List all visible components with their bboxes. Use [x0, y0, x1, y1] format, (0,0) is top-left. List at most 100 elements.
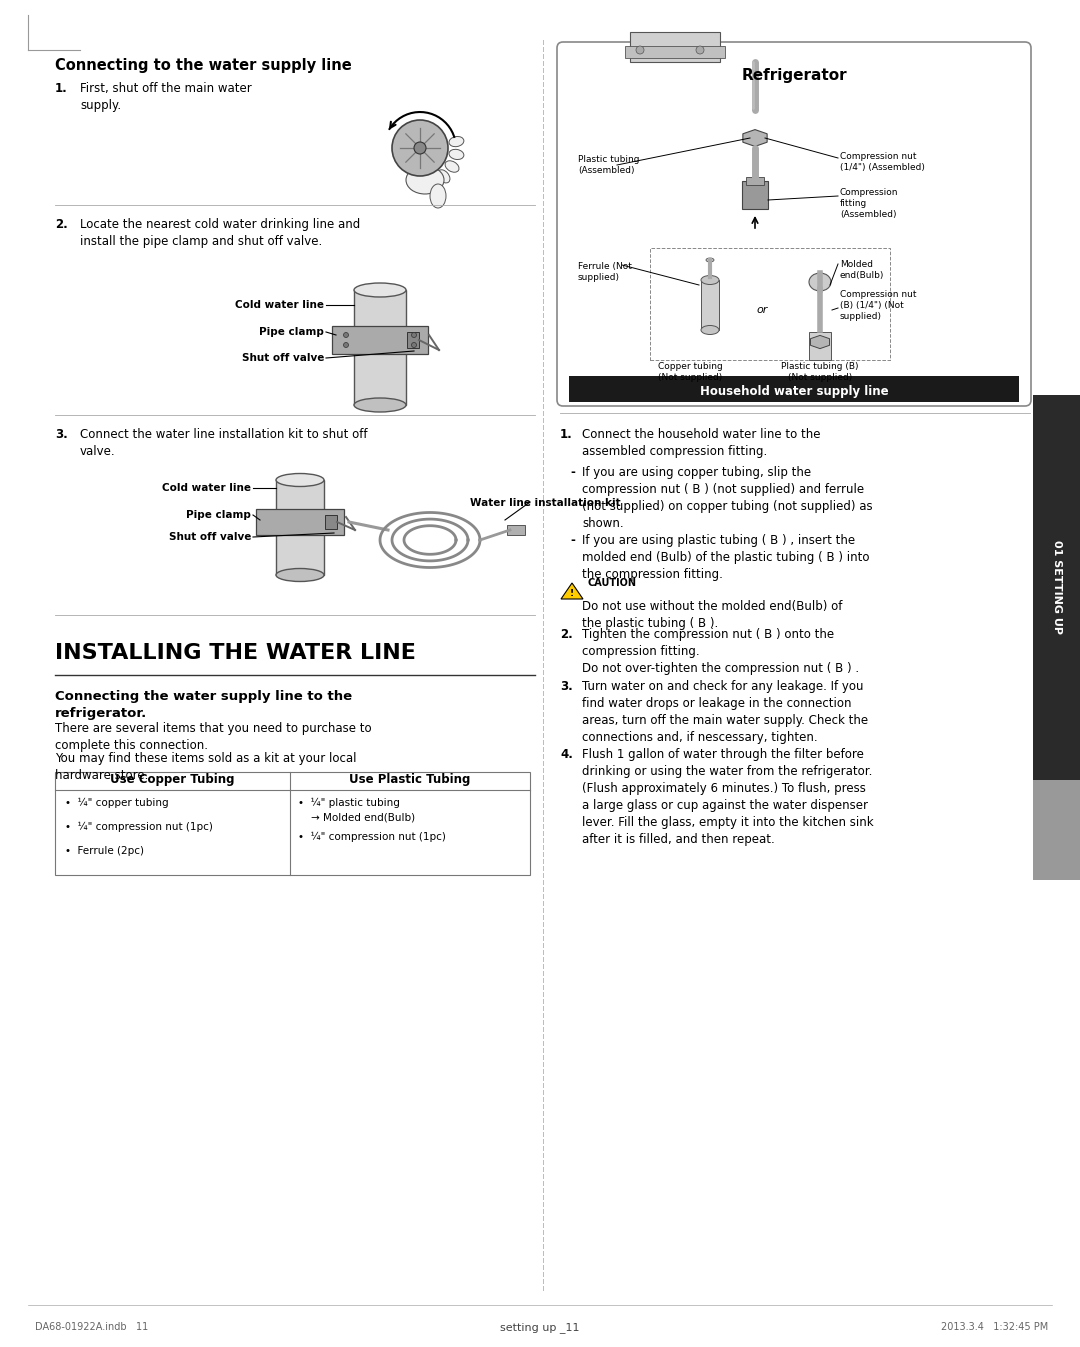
Bar [809, 331, 831, 360]
Text: •  ¼" plastic tubing: • ¼" plastic tubing [298, 797, 400, 808]
Text: !: ! [570, 589, 575, 598]
Ellipse shape [276, 568, 324, 582]
Text: Pipe clamp: Pipe clamp [259, 327, 324, 337]
Text: Do not use without the molded end(Bulb) of
the plastic tubing ( B ).: Do not use without the molded end(Bulb) … [582, 599, 842, 630]
Text: Cold water line: Cold water line [162, 484, 251, 493]
Text: •  Ferrule (2pc): • Ferrule (2pc) [65, 846, 144, 855]
Text: If you are using copper tubing, slip the
compression nut ( B ) (not supplied) an: If you are using copper tubing, slip the… [582, 466, 873, 529]
Circle shape [696, 46, 704, 54]
Text: If you are using plastic tubing ( B ) , insert the
molded end (Bulb) of the plas: If you are using plastic tubing ( B ) , … [582, 533, 869, 581]
Text: Connect the household water line to the
assembled compression fitting.: Connect the household water line to the … [582, 428, 821, 458]
Circle shape [392, 120, 448, 176]
Polygon shape [743, 129, 767, 147]
Text: Connect the water line installation kit to shut off
valve.: Connect the water line installation kit … [80, 428, 367, 458]
Text: Shut off valve: Shut off valve [242, 353, 324, 362]
Ellipse shape [430, 185, 446, 207]
Bar [569, 376, 1020, 401]
Ellipse shape [809, 273, 831, 291]
FancyBboxPatch shape [557, 42, 1031, 405]
Circle shape [411, 333, 417, 338]
Text: or: or [756, 304, 768, 315]
Text: 2.: 2. [561, 628, 572, 641]
Text: Plastic tubing (B)
(Not supplied): Plastic tubing (B) (Not supplied) [781, 362, 859, 383]
Text: DA68-01922A.indb   11: DA68-01922A.indb 11 [35, 1321, 148, 1332]
Ellipse shape [276, 474, 324, 486]
Bar [625, 46, 725, 58]
Text: Shut off valve: Shut off valve [168, 532, 251, 541]
Bar [1032, 780, 1080, 880]
Bar [746, 176, 764, 185]
Text: 01 SETTING UP: 01 SETTING UP [1052, 540, 1062, 634]
Text: Compression
fitting
(Assembled): Compression fitting (Assembled) [840, 189, 899, 220]
Text: 3.: 3. [561, 680, 572, 692]
Text: Plastic tubing
(Assembled): Plastic tubing (Assembled) [578, 155, 639, 175]
Bar [354, 290, 406, 405]
Text: 2013.3.4   1:32:45 PM: 2013.3.4 1:32:45 PM [941, 1321, 1048, 1332]
Bar [701, 280, 719, 330]
Ellipse shape [354, 283, 406, 296]
Bar [1032, 395, 1080, 780]
Bar [650, 248, 890, 360]
Bar [407, 331, 419, 348]
Text: Use Plastic Tubing: Use Plastic Tubing [349, 772, 471, 785]
Bar [742, 180, 768, 209]
Text: Molded
end(Bulb): Molded end(Bulb) [840, 260, 885, 280]
Text: → Molded end(Bulb): → Molded end(Bulb) [298, 812, 415, 822]
Bar [276, 480, 324, 575]
Polygon shape [810, 335, 829, 349]
Ellipse shape [701, 276, 719, 284]
Text: First, shut off the main water
supply.: First, shut off the main water supply. [80, 82, 252, 112]
Text: Copper tubing
(Not supplied): Copper tubing (Not supplied) [658, 362, 723, 383]
Text: 3.: 3. [55, 428, 68, 440]
Text: •  ¼" compression nut (1pc): • ¼" compression nut (1pc) [298, 832, 446, 842]
Text: Household water supply line: Household water supply line [700, 384, 889, 397]
Circle shape [343, 342, 349, 348]
Text: 4.: 4. [561, 748, 572, 761]
Bar [256, 509, 345, 535]
Text: Ferrule (Not
supplied): Ferrule (Not supplied) [578, 263, 632, 282]
Text: Refrigerator: Refrigerator [741, 67, 847, 84]
Ellipse shape [701, 326, 719, 334]
Ellipse shape [706, 259, 714, 263]
Text: setting up _11: setting up _11 [500, 1321, 580, 1334]
Text: Water line installation kit: Water line installation kit [470, 498, 621, 508]
Text: INSTALLING THE WATER LINE: INSTALLING THE WATER LINE [55, 643, 416, 663]
Text: Flush 1 gallon of water through the filter before
drinking or using the water fr: Flush 1 gallon of water through the filt… [582, 748, 874, 846]
Ellipse shape [354, 397, 406, 412]
Text: •  ¼" compression nut (1pc): • ¼" compression nut (1pc) [65, 822, 213, 832]
Ellipse shape [406, 166, 444, 194]
Text: -: - [570, 533, 575, 547]
Text: -: - [570, 466, 575, 480]
Text: Connecting to the water supply line: Connecting to the water supply line [55, 58, 352, 73]
Text: Tighten the compression nut ( B ) onto the
compression fitting.
Do not over-tigh: Tighten the compression nut ( B ) onto t… [582, 628, 859, 675]
Text: Locate the nearest cold water drinking line and
install the pipe clamp and shut : Locate the nearest cold water drinking l… [80, 218, 361, 248]
Text: Connecting the water supply line to the
refrigerator.: Connecting the water supply line to the … [55, 690, 352, 721]
Polygon shape [561, 583, 583, 599]
Text: Compression nut
(1/4") (Assembled): Compression nut (1/4") (Assembled) [840, 152, 924, 172]
Ellipse shape [449, 150, 464, 159]
Text: Pipe clamp: Pipe clamp [186, 511, 251, 520]
Bar [55, 772, 530, 876]
Text: 1.: 1. [561, 428, 572, 440]
Ellipse shape [449, 136, 464, 147]
Text: 2.: 2. [55, 218, 68, 230]
Ellipse shape [445, 160, 459, 172]
Text: Compression nut
(B) (1/4") (Not
supplied): Compression nut (B) (1/4") (Not supplied… [840, 290, 917, 321]
Circle shape [414, 141, 426, 154]
Bar [630, 32, 720, 62]
Circle shape [411, 342, 417, 348]
Circle shape [636, 46, 644, 54]
Text: 1.: 1. [55, 82, 68, 96]
Text: CAUTION: CAUTION [588, 578, 637, 589]
Text: There are several items that you need to purchase to
complete this connection.: There are several items that you need to… [55, 722, 372, 752]
Bar [507, 525, 525, 535]
Bar [325, 515, 337, 529]
Text: Use Copper Tubing: Use Copper Tubing [110, 772, 234, 785]
Text: •  ¼" copper tubing: • ¼" copper tubing [65, 797, 168, 808]
Circle shape [343, 333, 349, 338]
Text: You may find these items sold as a kit at your local
hardware store.: You may find these items sold as a kit a… [55, 752, 356, 783]
Text: Cold water line: Cold water line [235, 300, 324, 310]
Ellipse shape [428, 175, 438, 190]
Text: Turn water on and check for any leakage. If you
find water drops or leakage in t: Turn water on and check for any leakage.… [582, 680, 868, 744]
Ellipse shape [437, 170, 450, 183]
